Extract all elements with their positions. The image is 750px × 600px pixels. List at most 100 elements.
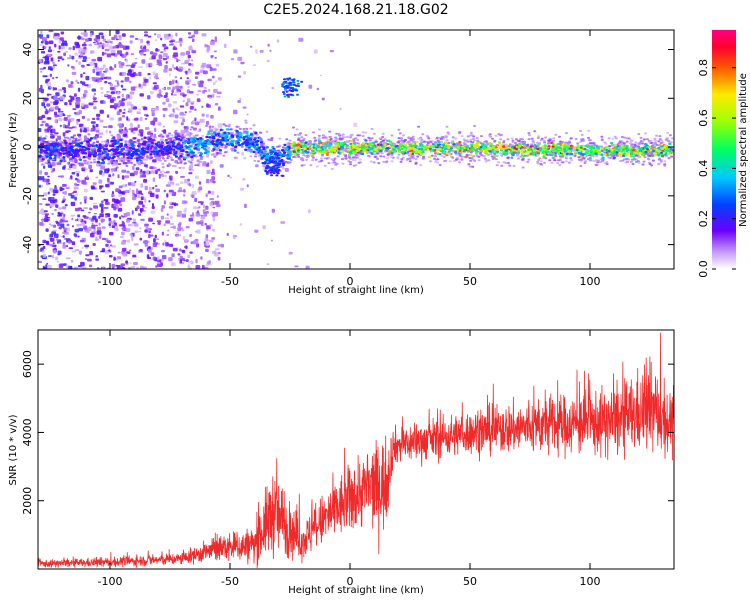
spectrogram-cell <box>592 143 596 146</box>
spectrogram-cell <box>171 136 175 139</box>
spectrogram-cell <box>49 165 53 168</box>
spectrogram-cell <box>144 223 149 227</box>
spectrogram-cell <box>145 49 150 52</box>
spectrogram-cell <box>98 32 104 36</box>
spectrogram-cell <box>552 137 556 140</box>
spectrogram-cell <box>143 158 147 161</box>
spectrogram-cell <box>100 209 104 213</box>
spectrogram-cell <box>64 238 68 240</box>
spectrogram-cell <box>527 158 531 161</box>
spectrogram-cell <box>75 266 78 269</box>
spectrogram-cell <box>144 31 148 34</box>
spectrogram-cell <box>54 106 59 110</box>
spectrogram-cell <box>140 45 143 50</box>
spectrogram-cell <box>619 155 623 158</box>
spectrogram-cell <box>299 158 303 161</box>
spectrogram-cell <box>212 228 215 232</box>
spectrogram-cell <box>174 91 180 94</box>
spectrogram-cell <box>80 209 85 212</box>
spectrogram-cell <box>302 164 306 166</box>
spectrogram-cell <box>132 254 137 258</box>
spectrogram-cell <box>79 250 82 255</box>
spectrogram-cell <box>490 137 494 140</box>
spectrogram-cell <box>93 41 96 44</box>
spectrogram-cell <box>109 117 115 121</box>
spectrogram-cell <box>210 160 213 164</box>
spectrogram-cell <box>357 161 361 164</box>
spectrogram-cell <box>209 198 215 201</box>
spectrogram-cell <box>196 229 201 234</box>
spectrogram-cell <box>171 89 174 93</box>
spectrogram-cell <box>172 148 176 151</box>
spectrogram-cell <box>58 140 62 143</box>
spectrogram-cell <box>52 242 55 245</box>
spectrogram-cell <box>139 208 144 212</box>
spectrogram-cell <box>511 141 515 144</box>
spectrogram-cell <box>537 135 541 138</box>
spectrogram-cell <box>131 210 134 215</box>
spectrogram-cell <box>203 89 207 92</box>
spectrogram-cell <box>47 159 51 162</box>
spectrogram-cell <box>440 141 444 144</box>
spectrogram-cell <box>655 144 659 146</box>
spectrogram-cell <box>174 129 178 132</box>
spectrogram-cell <box>98 179 102 184</box>
spectrogram-cell <box>473 125 476 127</box>
spectrogram-cell <box>177 227 181 232</box>
spectrogram-cell <box>202 209 206 213</box>
spectrogram-cell <box>88 226 92 232</box>
spectrogram-cell <box>163 223 166 227</box>
spectrogram-cell <box>42 239 47 244</box>
spectrogram-cell <box>139 227 142 230</box>
spectrogram-cell <box>125 51 129 56</box>
spectrogram-cell <box>50 224 54 227</box>
spectrogram-cell <box>180 136 184 139</box>
spectrogram-cell <box>583 162 587 164</box>
spectrogram-cell <box>426 142 430 145</box>
spectrogram-cell <box>151 246 154 250</box>
spectrogram-cell <box>561 141 565 144</box>
spectrogram-cell <box>159 133 163 137</box>
spectrogram-cell <box>217 91 222 95</box>
spectrogram-cell <box>214 248 220 251</box>
spectrogram-cell <box>188 172 193 175</box>
spectrogram-cell <box>335 162 339 165</box>
spectrogram-cell <box>65 79 70 83</box>
spectrogram-cell <box>92 95 95 98</box>
spectrogram-cell <box>125 260 128 264</box>
spectrogram-cell <box>346 135 350 138</box>
spectrogram-cell <box>138 200 143 205</box>
spectrogram-cell <box>411 140 415 143</box>
spectrogram-cell <box>39 67 44 71</box>
spectrogram-cell <box>148 200 151 203</box>
spectrogram-cell <box>307 155 311 158</box>
spectrogram-cell <box>62 200 66 203</box>
spectrogram-cell <box>40 41 44 44</box>
spectrogram-cell <box>89 161 93 164</box>
spectrogram-cell <box>98 43 101 48</box>
spectrogram-cell <box>203 70 208 75</box>
spectrogram-cell <box>120 80 124 83</box>
spectrogram-cell <box>271 86 275 90</box>
spectrogram-cell <box>43 66 46 70</box>
spectrogram-cell <box>77 235 80 238</box>
spectrogram-cell <box>137 124 140 129</box>
spectrogram-cell <box>165 98 170 103</box>
spectrogram-cell <box>96 71 100 76</box>
spectrogram-cell <box>117 174 120 179</box>
spectrogram-cell <box>233 156 237 159</box>
spectrogram-cell <box>44 171 48 176</box>
spectrogram-cell <box>579 130 583 132</box>
spectrogram-cell <box>125 95 129 100</box>
spectrogram-cell <box>194 117 197 121</box>
spectrogram-cell <box>650 145 654 148</box>
spectrogram-cell <box>173 57 178 60</box>
spectrogram-cell <box>74 228 80 233</box>
spectrogram-cell <box>113 256 116 261</box>
spectrogram-cell <box>92 97 97 100</box>
spectrogram-cell <box>174 202 177 207</box>
spectrogram-cell <box>151 206 155 209</box>
spectrogram-cell <box>72 137 76 140</box>
spectrogram-cell <box>196 159 200 162</box>
spectrogram-cell <box>633 143 637 146</box>
